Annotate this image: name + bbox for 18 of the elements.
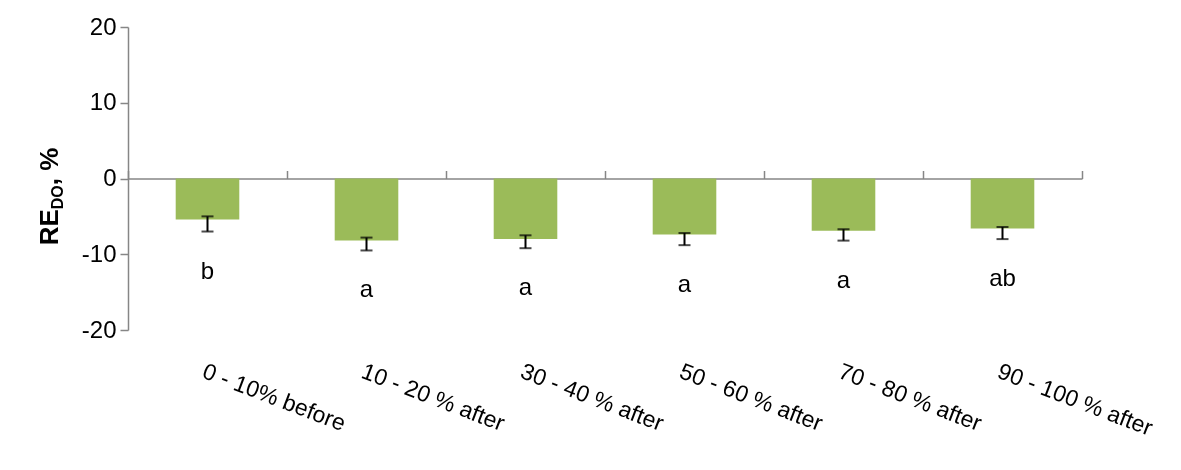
x-tick-label: 0 - 10% before (199, 357, 350, 437)
x-tick-label: 50 - 60 % after (676, 357, 827, 437)
annotation: b (200, 256, 215, 284)
y-axis-title: REDO, % (34, 147, 66, 246)
annotation: a (677, 270, 692, 298)
y-tick-label: -20 (81, 315, 117, 343)
annotation: ab (989, 264, 1016, 292)
y-tick-label: -10 (81, 239, 117, 267)
annotation: a (359, 275, 374, 303)
y-tick-label: 10 (89, 88, 117, 116)
x-tick-label: 90 - 100 % after (994, 357, 1157, 441)
annotation: a (518, 273, 533, 301)
annotation: a (836, 265, 851, 293)
x-tick-label: 30 - 40 % after (517, 357, 668, 437)
x-tick-label: 10 - 20 % after (358, 357, 509, 437)
y-tick-label: 0 (103, 164, 117, 191)
y-tick-label: 20 (89, 12, 117, 40)
x-tick-label: 70 - 80 % after (835, 357, 986, 437)
